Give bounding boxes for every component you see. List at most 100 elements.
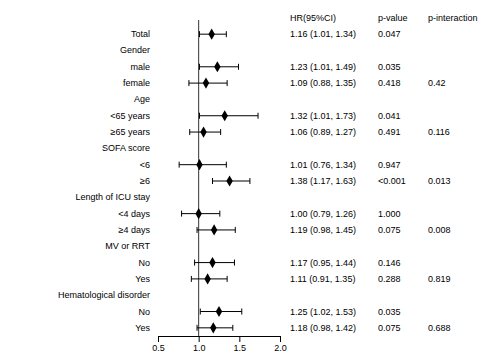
- hr-ci-label: 1.19 (0.98, 1.45): [290, 225, 356, 235]
- row-label: Gender: [120, 45, 150, 55]
- ci-cap-low: [194, 260, 195, 266]
- column-header: p-interaction: [428, 13, 478, 23]
- estimate: [189, 78, 227, 89]
- hr-ci-label: 1.32 (1.01, 1.73): [290, 111, 356, 121]
- ci-cap-low: [191, 276, 192, 282]
- p-value: 0.075: [378, 225, 401, 235]
- ci-line: [199, 115, 258, 116]
- chart: 0.51.01.52.0HR(95%CI)p-valuep-interactio…: [0, 0, 500, 362]
- row-label: <4 days: [118, 209, 150, 219]
- ci-cap-low: [200, 309, 201, 315]
- p-value: 0.075: [378, 323, 401, 333]
- tick-mark: [280, 336, 281, 342]
- estimate: [199, 61, 238, 72]
- ci-cap-low: [181, 211, 182, 217]
- hr-ci-label: 1.18 (0.98, 1.42): [290, 323, 356, 333]
- row-label: Yes: [135, 323, 150, 333]
- tick-label: 1.0: [193, 343, 206, 353]
- ci-cap-high: [227, 80, 228, 86]
- ci-cap-low: [188, 80, 189, 86]
- hr-ci-label: 1.16 (1.01, 1.34): [290, 29, 356, 39]
- axis-domain: [159, 337, 281, 343]
- hr-ci-label: 1.38 (1.17, 1.63): [290, 176, 356, 186]
- p-value: 0.146: [378, 258, 401, 268]
- p-value: 0.041: [378, 111, 401, 121]
- estimate: [199, 110, 258, 121]
- ci-cap-high: [232, 325, 233, 331]
- row-label: MV or RRT: [105, 241, 150, 251]
- row-label: <6: [140, 160, 150, 170]
- row-label: male: [130, 62, 150, 72]
- ci-cap-low: [189, 129, 190, 135]
- hr-ci-label: 1.09 (0.88, 1.35): [290, 78, 356, 88]
- row-label: No: [138, 258, 150, 268]
- ci-cap-low: [197, 325, 198, 331]
- row-label: Length of ICU stay: [75, 192, 150, 202]
- p-interaction: 0.116: [428, 127, 450, 137]
- ci-cap-high: [219, 211, 220, 217]
- p-value: 0.035: [378, 307, 401, 317]
- estimate: [199, 29, 226, 40]
- p-value: 0.035: [378, 62, 401, 72]
- p-value: <0.001: [378, 176, 406, 186]
- estimate: [191, 273, 227, 284]
- estimate: [182, 208, 220, 219]
- ci-line: [179, 164, 226, 165]
- ci-cap-low: [199, 113, 200, 119]
- hr-ci-label: 1.06 (0.89, 1.27): [290, 127, 356, 137]
- p-value: 0.418: [378, 78, 401, 88]
- hr-marker: [221, 110, 227, 121]
- table-text: HR(95%CI)p-valuep-interactionTotal1.16 (…: [58, 13, 478, 333]
- hr-marker: [203, 78, 209, 89]
- ci-cap-low: [179, 162, 180, 168]
- row-label: female: [123, 78, 150, 88]
- p-interaction: 0.008: [428, 225, 451, 235]
- ci-cap-high: [241, 309, 242, 315]
- x-axis: 0.5 1.0 1.5 2.0: [152, 336, 287, 353]
- estimate: [212, 175, 249, 186]
- row-label: ≥4 days: [119, 225, 151, 235]
- ci-cap-high: [235, 227, 236, 233]
- tick-mark: [158, 336, 159, 342]
- tick-label: 2.0: [274, 343, 287, 353]
- plot-area: [179, 20, 258, 336]
- ci-cap-low: [212, 178, 213, 184]
- ci-cap-high: [249, 178, 250, 184]
- ci-cap-low: [197, 227, 198, 233]
- tick-label: 1.5: [234, 343, 247, 353]
- ci-cap-high: [220, 129, 221, 135]
- p-value: 0.491: [378, 127, 401, 137]
- estimate: [197, 224, 235, 235]
- hr-marker: [209, 257, 215, 268]
- hr-marker: [200, 126, 206, 137]
- reference-line: [198, 20, 199, 336]
- hr-ci-label: 1.11 (0.91, 1.35): [290, 274, 355, 284]
- ci-cap-high: [227, 276, 228, 282]
- hr-marker: [214, 61, 220, 72]
- tick-label: 0.5: [152, 343, 165, 353]
- p-interaction: 0.42: [428, 78, 446, 88]
- p-value: 0.047: [378, 29, 401, 39]
- hr-ci-label: 1.01 (0.76, 1.34): [290, 160, 356, 170]
- tick: 1.5: [234, 336, 247, 353]
- estimate: [179, 159, 226, 170]
- row-label: Hematological disorder: [58, 290, 150, 300]
- hr-marker: [204, 273, 210, 284]
- hr-marker: [210, 322, 216, 333]
- ci-cap-low: [199, 64, 200, 70]
- column-header: HR(95%CI): [290, 13, 336, 23]
- row-label: No: [138, 307, 150, 317]
- p-value: 0.288: [378, 274, 401, 284]
- row-label: Yes: [135, 274, 150, 284]
- tick: 0.5: [152, 336, 165, 353]
- tick: 1.0: [193, 336, 206, 353]
- hr-marker: [195, 208, 201, 219]
- hr-ci-label: 1.17 (0.95, 1.44): [290, 258, 356, 268]
- row-label: Total: [131, 29, 150, 39]
- ci-cap-high: [226, 162, 227, 168]
- row-label: <65 years: [110, 111, 150, 121]
- ci-cap-high: [234, 260, 235, 266]
- hr-marker: [208, 29, 214, 40]
- row-label: ≥65 years: [111, 127, 151, 137]
- p-interaction: 0.819: [428, 274, 451, 284]
